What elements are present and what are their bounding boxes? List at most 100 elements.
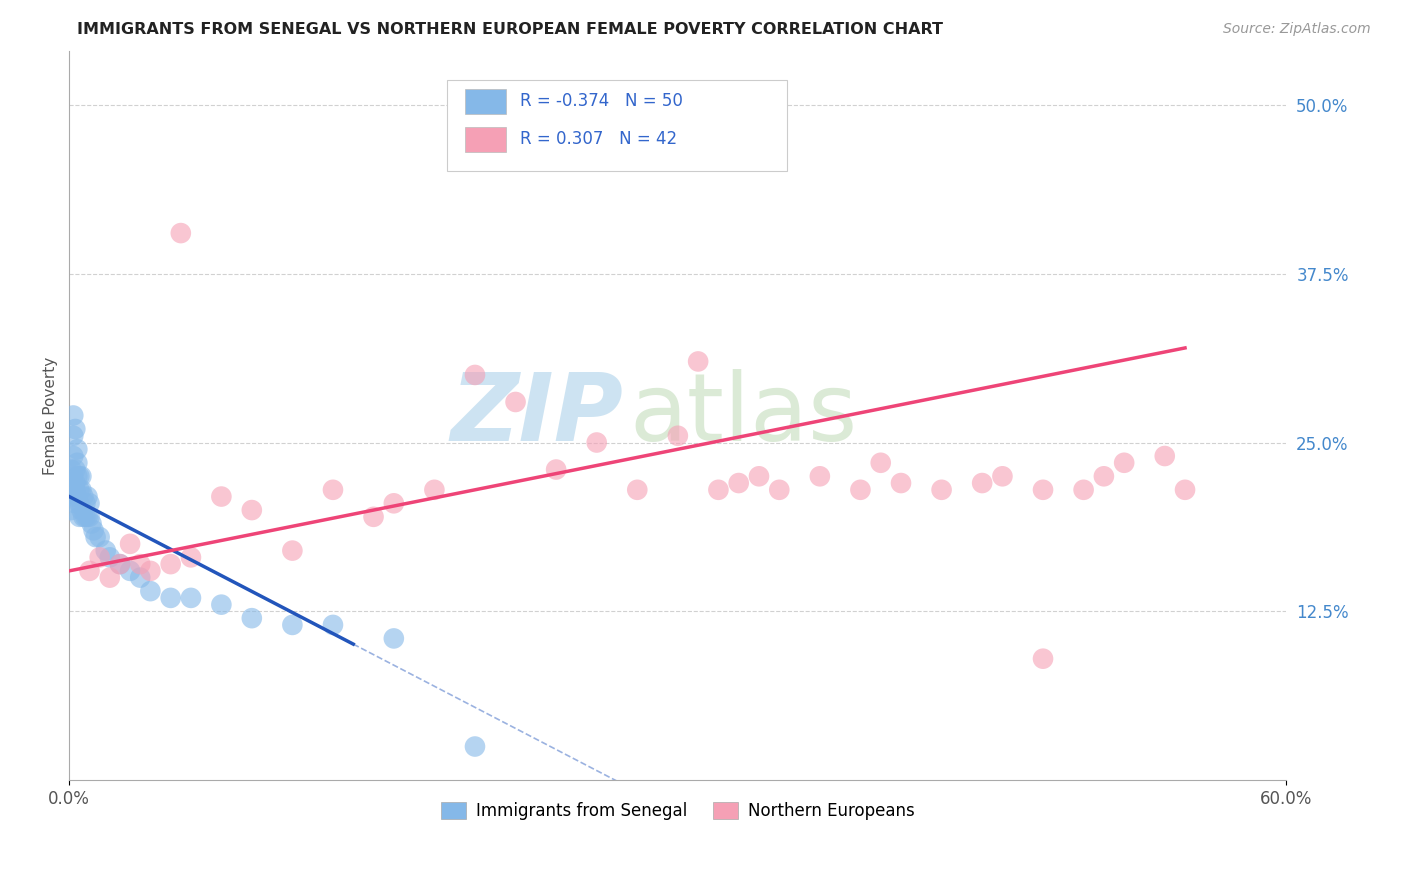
Point [66,490,89,504]
Point [120,537,142,551]
Point [72,490,94,504]
Point [170,226,193,240]
Point [65,483,87,497]
Point [83,524,105,538]
Point [62,429,84,443]
Point [66,442,89,457]
Point [180,550,202,565]
Point [1174,483,1197,497]
Point [79,564,101,578]
Point [808,469,831,483]
Point [666,429,689,443]
Point [60,503,83,517]
Point [159,557,181,571]
Point [62,490,84,504]
Point [768,483,790,497]
Point [363,509,385,524]
Y-axis label: Female Poverty: Female Poverty [44,357,58,475]
Point [180,591,202,605]
Point [1092,469,1115,483]
Point [129,557,152,571]
Point [931,483,953,497]
Point [240,503,263,517]
FancyBboxPatch shape [447,80,787,171]
Point [65,476,87,491]
Point [585,435,607,450]
Point [60,462,83,476]
Point [62,409,84,423]
Point [120,564,142,578]
Point [70,503,93,517]
Point [80,516,103,531]
Point [707,483,730,497]
Point [108,557,131,571]
Point [1073,483,1095,497]
Point [281,618,304,632]
Text: atlas: atlas [628,369,858,461]
Point [159,591,181,605]
Point [72,509,94,524]
Point [991,469,1014,483]
Point [65,462,87,476]
Point [688,354,710,368]
Point [94,543,117,558]
Point [70,469,93,483]
Text: IMMIGRANTS FROM SENEGAL VS NORTHERN EUROPEAN FEMALE POVERTY CORRELATION CHART: IMMIGRANTS FROM SENEGAL VS NORTHERN EURO… [77,22,943,37]
Point [98,571,121,585]
Point [75,509,97,524]
Point [62,469,84,483]
Point [727,476,749,491]
Point [869,456,891,470]
Point [98,550,121,565]
Point [89,550,111,565]
Point [209,490,232,504]
Point [65,422,87,436]
Point [1114,456,1136,470]
Point [139,584,162,599]
Point [322,618,344,632]
Point [108,557,131,571]
Point [382,632,405,646]
Point [748,469,770,483]
Point [464,739,486,754]
Point [84,530,107,544]
FancyBboxPatch shape [465,89,506,114]
Point [626,483,648,497]
Text: R = -0.374   N = 50: R = -0.374 N = 50 [520,92,682,110]
Point [76,509,98,524]
Point [849,483,872,497]
Point [382,496,405,510]
Point [240,611,263,625]
Point [79,496,101,510]
Point [972,476,994,491]
Point [76,490,98,504]
Point [66,469,89,483]
Point [139,564,162,578]
Point [464,368,486,382]
Point [67,496,90,510]
Point [79,509,101,524]
Point [546,462,568,476]
Point [62,449,84,463]
Point [66,456,89,470]
Point [281,543,304,558]
Point [65,496,87,510]
Legend: Immigrants from Senegal, Northern Europeans: Immigrants from Senegal, Northern Europe… [434,795,921,827]
Point [67,483,90,497]
Point [70,483,93,497]
FancyBboxPatch shape [465,128,506,153]
Point [1032,651,1054,665]
Point [322,483,344,497]
Point [1153,449,1175,463]
Point [60,483,83,497]
Point [89,530,111,544]
Point [129,571,152,585]
Point [75,496,97,510]
Text: R = 0.307   N = 42: R = 0.307 N = 42 [520,130,676,148]
Point [67,509,90,524]
Point [67,469,90,483]
Point [1032,483,1054,497]
Text: ZIP: ZIP [450,369,623,461]
Text: Source: ZipAtlas.com: Source: ZipAtlas.com [1223,22,1371,37]
Point [890,476,912,491]
